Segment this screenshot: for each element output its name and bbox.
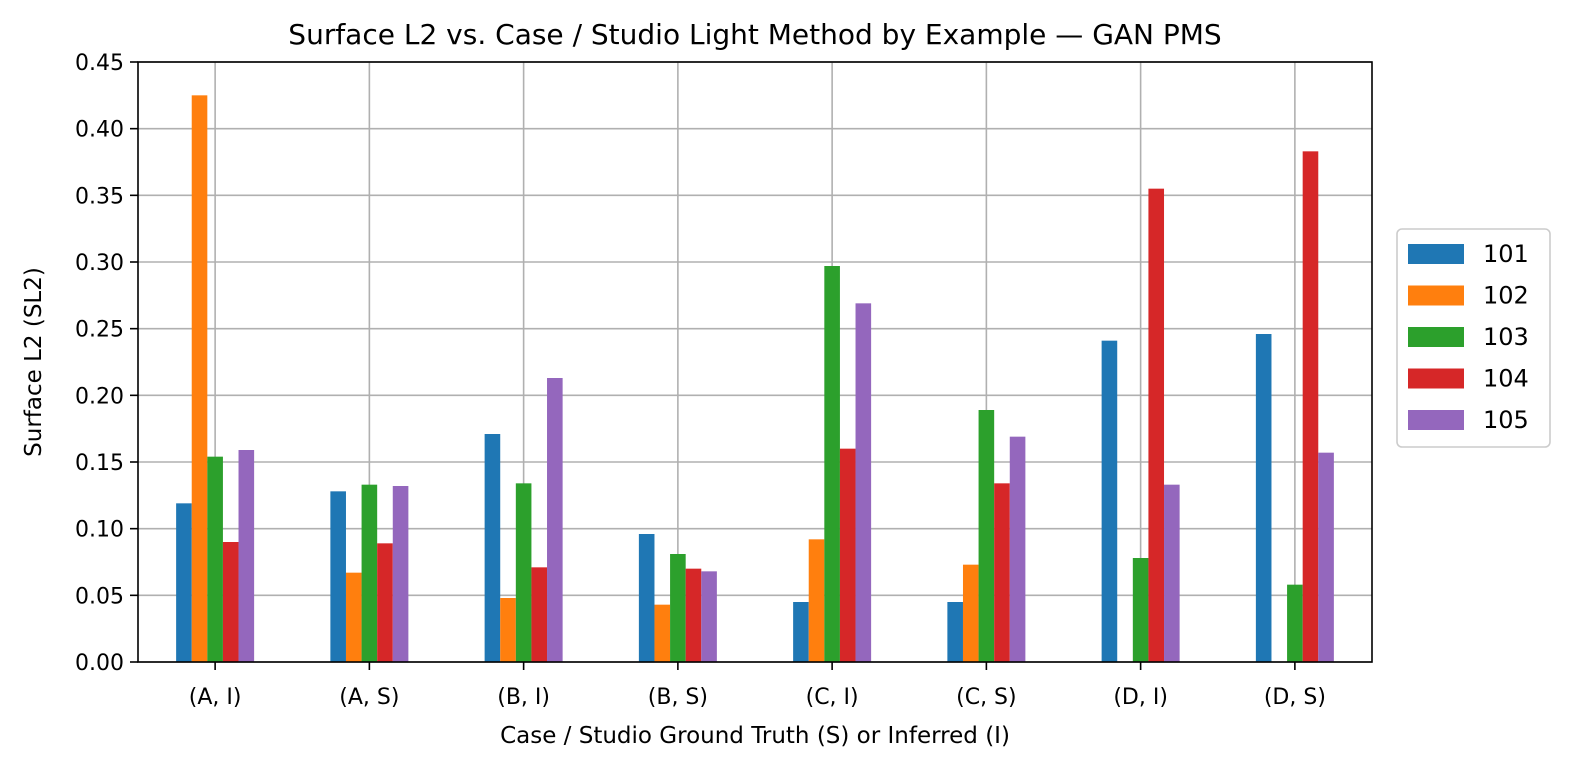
bar-105-5 [1009, 436, 1026, 662]
bar-102-2 [500, 598, 516, 662]
bar-103-5 [978, 410, 995, 662]
x-tick-label: (B, I) [497, 685, 550, 710]
bar-103-3 [670, 554, 686, 662]
bar-103-7 [1287, 584, 1303, 662]
bar-105-6 [1164, 484, 1180, 662]
bar-103-2 [515, 483, 532, 662]
x-tick-label: (B, S) [648, 685, 708, 710]
bar-101-6 [1101, 340, 1118, 662]
bar-102-3 [654, 604, 671, 662]
plot-frame [137, 61, 1373, 663]
bar-103-4 [824, 266, 840, 662]
bar-102-4 [808, 539, 825, 662]
bar-105-3 [701, 571, 717, 662]
x-axis: (A, I) (A, S) (B, I) (B, S) (C, I) (C, S) (D, … [189, 662, 1326, 710]
x-tick-label: (C, S) [956, 685, 1016, 710]
y-tick-label: 0.30 [75, 251, 124, 276]
x-tick-label: (C, I) [806, 685, 859, 710]
bar-104-3 [685, 568, 702, 662]
bar-105-2 [547, 378, 563, 662]
bar-105-0 [238, 450, 255, 662]
y-axis: 0.00 0.05 0.10 0.15 0.20 0.25 0.30 0.35 0.40 0.45 [75, 51, 138, 676]
bar-103-6 [1132, 558, 1149, 662]
bar-104-0 [222, 542, 239, 662]
bar-103-0 [207, 456, 223, 662]
bar-101-0 [176, 503, 192, 662]
y-tick-label: 0.10 [75, 518, 124, 543]
y-tick-label: 0.35 [75, 184, 124, 209]
legend-swatch-105 [1408, 410, 1464, 430]
y-tick-label: 0.00 [75, 651, 124, 676]
bar-105-1 [392, 486, 409, 662]
bar-104-2 [531, 567, 548, 662]
bar-103-1 [361, 484, 378, 662]
bar-101-3 [638, 534, 655, 662]
bar-101-4 [793, 602, 809, 662]
chart-title: Surface L2 vs. Case / Studio Light Metho… [288, 18, 1221, 51]
legend-swatch-104 [1408, 368, 1464, 389]
bar-104-7 [1302, 151, 1319, 663]
bars [176, 95, 1334, 663]
y-tick-label: 0.20 [75, 384, 124, 409]
legend-label-102: 102 [1483, 282, 1529, 310]
legend-label-104: 104 [1483, 365, 1529, 393]
bar-101-1 [330, 491, 346, 662]
bar-105-7 [1318, 452, 1334, 662]
y-tick-label: 0.05 [75, 584, 124, 609]
bar-101-2 [484, 434, 501, 662]
y-tick-label: 0.40 [75, 118, 124, 143]
grid-lines [138, 61, 1372, 663]
bar-102-1 [345, 572, 362, 662]
bar-102-0 [191, 95, 208, 663]
bar-104-5 [994, 483, 1010, 662]
bar-102-5 [962, 564, 979, 662]
bar-104-4 [839, 448, 856, 662]
legend-swatch-102 [1408, 285, 1464, 306]
legend: 101 102 103 104 105 [1396, 228, 1551, 448]
y-axis-label: Surface L2 (SL2) [21, 267, 47, 457]
legend-swatch-103 [1408, 327, 1464, 347]
bar-101-5 [947, 602, 963, 662]
y-tick-label: 0.15 [75, 451, 124, 476]
legend-label-103: 103 [1483, 323, 1529, 351]
legend-label-101: 101 [1483, 240, 1529, 268]
legend-swatch-101 [1408, 244, 1464, 264]
bar-104-1 [377, 543, 393, 662]
bar-105-4 [855, 303, 872, 662]
x-tick-label: (D, I) [1113, 685, 1168, 710]
legend-box [1396, 228, 1551, 448]
y-tick-label: 0.25 [75, 318, 124, 343]
x-tick-label: (D, S) [1264, 685, 1326, 710]
y-tick-label: 0.45 [75, 51, 124, 76]
bar-104-6 [1148, 188, 1165, 662]
x-axis-label: Case / Studio Ground Truth (S) or Inferr… [500, 723, 1010, 749]
bar-101-7 [1255, 334, 1272, 662]
legend-label-105: 105 [1483, 406, 1529, 434]
x-tick-label: (A, S) [339, 685, 399, 710]
x-tick-label: (A, I) [189, 685, 242, 710]
